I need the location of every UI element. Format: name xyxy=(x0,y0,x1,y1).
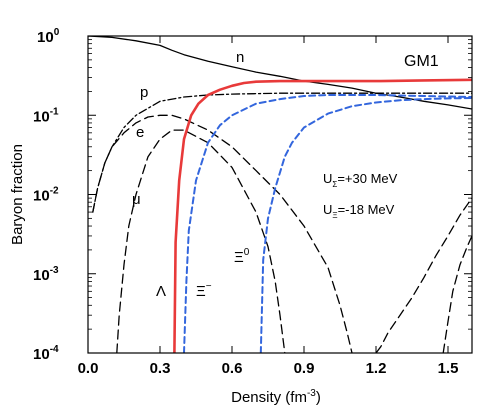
series-line-e-2 xyxy=(92,114,353,353)
labels-layer: Density (fm-3) Baryon fraction GM1 n p e μ Λ Ξ− Ξ… xyxy=(9,49,439,406)
y-tick-label: 10-2 xyxy=(33,186,59,205)
series-line-0-6 xyxy=(259,97,472,353)
x-tick-label: 1.2 xyxy=(366,360,387,377)
annotation-u-sigma: UΣ=+30 MeV xyxy=(323,171,398,189)
series-label-: Λ xyxy=(156,283,166,300)
x-tick-label: 0.3 xyxy=(150,360,171,377)
y-tick-label: 10-1 xyxy=(33,106,59,125)
x-tick-label: 0.9 xyxy=(294,360,315,377)
series-line-erise-8 xyxy=(442,235,472,353)
y-tick-label: 10-3 xyxy=(33,265,59,284)
series-label-p: p xyxy=(140,84,148,101)
x-tick-label: 0.0 xyxy=(78,360,99,377)
series-label-0: Ξ0 xyxy=(234,247,250,266)
series-label-e: e xyxy=(136,124,144,141)
y-tick-label: 10-4 xyxy=(33,344,59,363)
model-label: GM1 xyxy=(404,53,439,70)
series-line-p-1 xyxy=(92,92,472,213)
series-line--5 xyxy=(183,94,472,353)
x-axis-title: Density (fm-3) xyxy=(231,388,321,406)
series-label-: Ξ− xyxy=(196,281,212,300)
curves-layer xyxy=(88,36,472,353)
x-tick-label: 1.5 xyxy=(438,360,459,377)
series-line-n-0 xyxy=(88,36,472,110)
series-line--3 xyxy=(116,129,286,353)
series-line--4 xyxy=(173,78,472,353)
series-label-: μ xyxy=(132,191,141,208)
series-label-n: n xyxy=(236,49,244,66)
x-tick-label: 0.6 xyxy=(222,360,243,377)
y-axis-title: Baryon fraction xyxy=(9,144,26,245)
annotation-u-xi: UΞ=-18 MeV xyxy=(323,202,395,220)
ticks-layer: 0.0 0.3 0.6 0.9 1.2 1.5 100 10-1 10-2 10-3 10-4 xyxy=(33,27,472,377)
series-line-rise-7 xyxy=(375,197,472,353)
y-tick-label: 100 xyxy=(37,27,60,46)
